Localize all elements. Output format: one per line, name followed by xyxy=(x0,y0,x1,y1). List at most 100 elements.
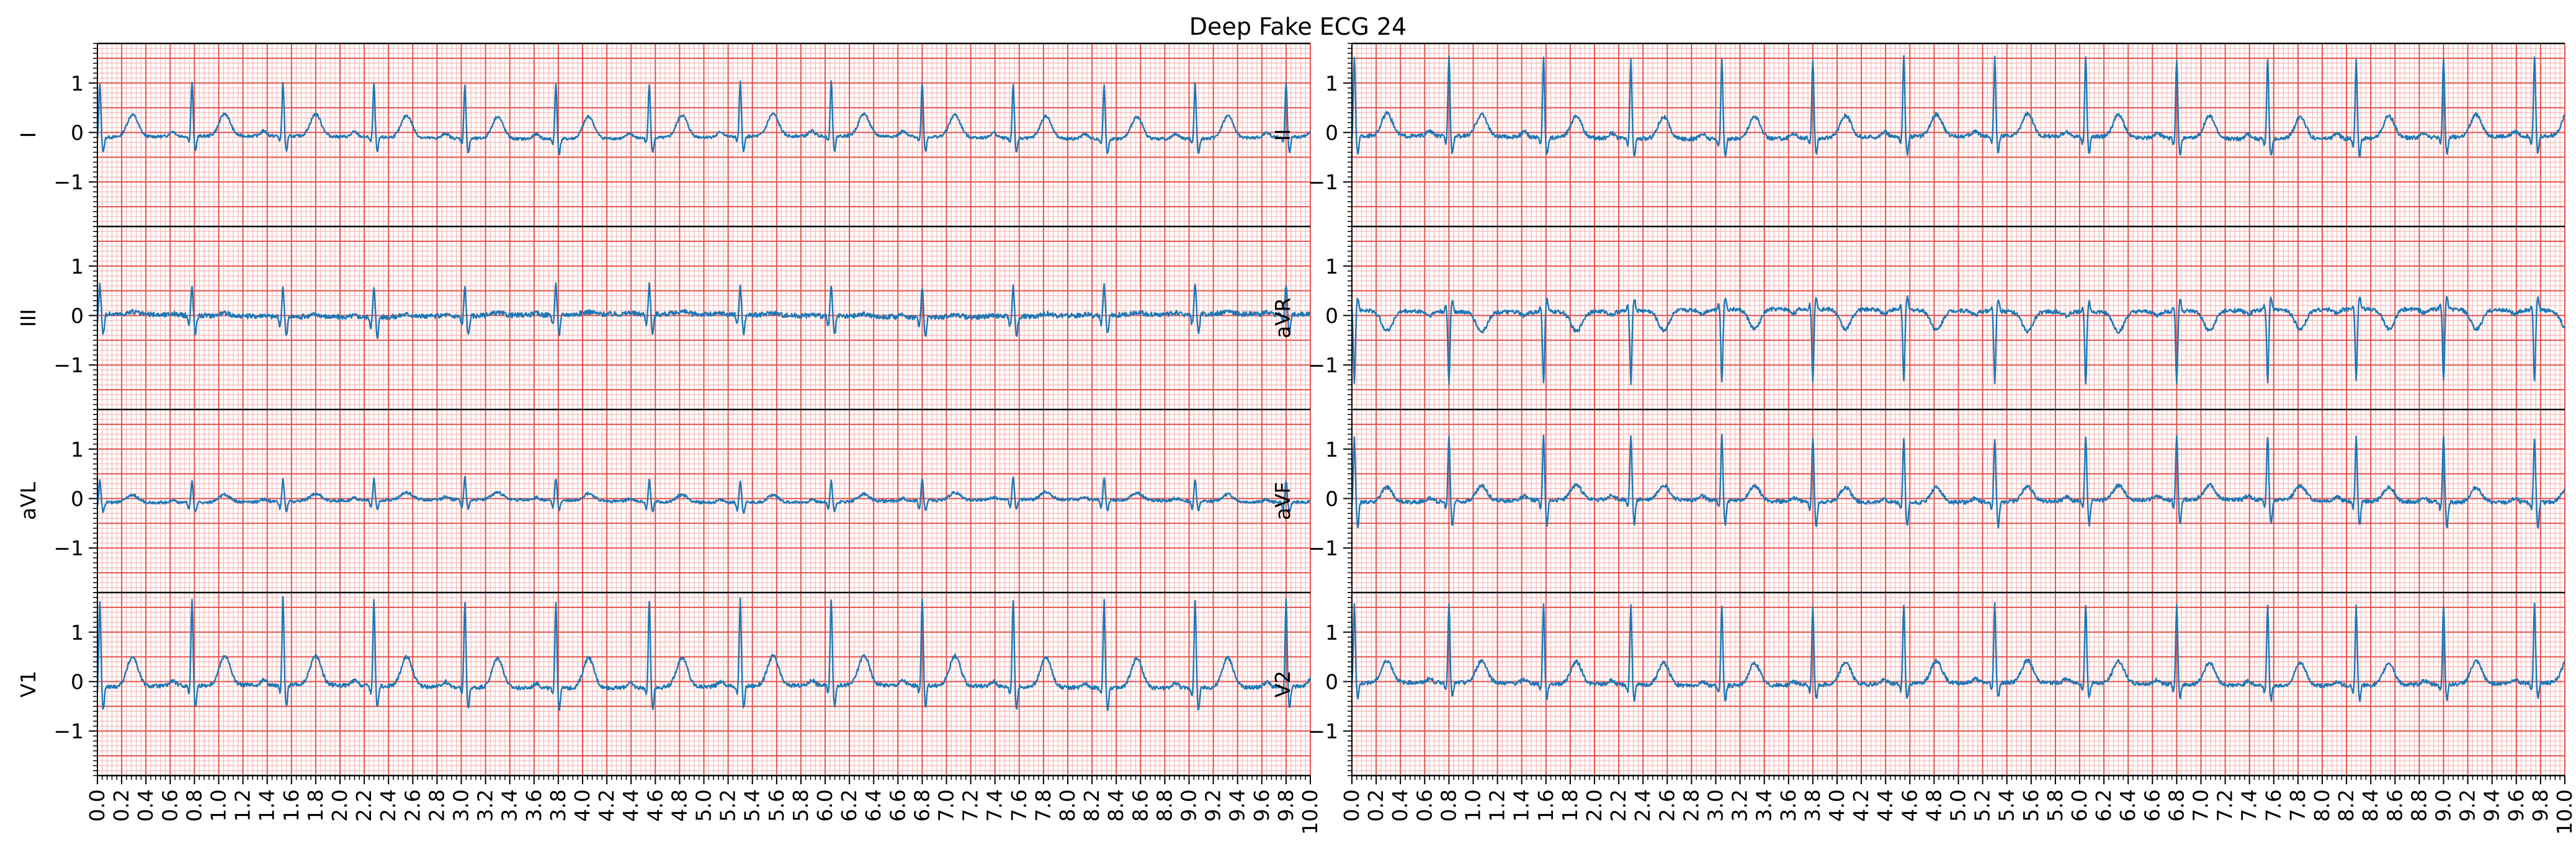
x-tick-label: 0.4 xyxy=(1388,789,1412,821)
ecg-trace-aVL xyxy=(96,475,1311,514)
x-tick-label: 6.4 xyxy=(861,789,885,821)
x-tick-label: 9.2 xyxy=(1201,789,1225,821)
y-tick-label: 0 xyxy=(1325,304,1338,328)
x-tick-label: 5.8 xyxy=(2043,789,2067,821)
y-tick-label: −1 xyxy=(1308,170,1338,194)
x-tick-label: 3.2 xyxy=(1728,789,1752,821)
x-tick-label: 5.2 xyxy=(1970,789,1995,821)
x-tick-label: 5.6 xyxy=(2019,789,2043,821)
x-tick-label: 1.6 xyxy=(279,789,303,821)
x-tick-label: 2.4 xyxy=(1630,789,1655,821)
y-tick-label: −1 xyxy=(53,353,84,377)
y-tick-label: 1 xyxy=(71,71,84,96)
x-tick-label: 10.0 xyxy=(1298,789,1322,835)
y-tick-label: 0 xyxy=(71,304,84,328)
x-tick-label: 4.8 xyxy=(1921,789,1946,821)
x-tick-label: 1.8 xyxy=(1558,789,1582,821)
x-tick-label: 8.0 xyxy=(2310,789,2334,821)
x-tick-label: 7.2 xyxy=(959,789,983,821)
x-tick-label: 5.0 xyxy=(1946,789,1970,821)
x-tick-label: 4.4 xyxy=(1873,789,1897,821)
x-tick-label: 0.4 xyxy=(133,789,158,821)
x-tick-label: 3.0 xyxy=(449,789,473,821)
x-tick-label: 9.2 xyxy=(2456,789,2480,821)
y-tick-label: 1 xyxy=(1325,620,1338,645)
y-tick-label: −1 xyxy=(1308,536,1338,560)
lead-label-I: I xyxy=(16,132,40,138)
x-tick-label: 3.0 xyxy=(1704,789,1728,821)
y-tick-label: 0 xyxy=(71,121,84,145)
x-tick-label: 2.0 xyxy=(1582,789,1606,821)
x-tick-label: 6.2 xyxy=(2091,789,2116,821)
x-tick-label: 2.8 xyxy=(1679,789,1703,821)
x-tick-label: 1.2 xyxy=(1485,789,1509,821)
x-tick-label: 6.0 xyxy=(813,789,837,821)
x-tick-label: 8.6 xyxy=(2382,789,2407,821)
x-tick-label: 7.2 xyxy=(2213,789,2237,821)
lead-panel-V2: −1 0 1 V2 xyxy=(1271,591,2565,776)
lead-panel-V1: −1 0 1 V1 xyxy=(16,591,1312,776)
y-tick-label: −1 xyxy=(53,170,84,194)
ecg-trace-V1 xyxy=(96,596,1312,712)
ecg-trace-aVR xyxy=(1351,295,2565,385)
lead-label-II: II xyxy=(1271,129,1295,141)
x-tick-label: 3.8 xyxy=(1800,789,1825,821)
x-tick-label: 8.2 xyxy=(1080,789,1104,821)
x-tick-label: 0.0 xyxy=(1339,789,1364,821)
x-tick-label: 10.0 xyxy=(2552,789,2576,835)
ecg-trace-V2 xyxy=(1351,602,2565,702)
y-tick-label: −1 xyxy=(53,719,84,743)
x-tick-label: 6.0 xyxy=(2067,789,2091,821)
x-tick-label: 6.8 xyxy=(2164,789,2188,821)
ecg-trace-I xyxy=(96,80,1312,156)
x-tick-label: 4.8 xyxy=(667,789,691,821)
y-tick-label: −1 xyxy=(1308,719,1338,743)
x-tick-label: 9.0 xyxy=(1177,789,1201,821)
x-tick-label: 7.0 xyxy=(934,789,959,821)
x-tick-label: 1.0 xyxy=(1461,789,1485,821)
x-tick-label: 7.6 xyxy=(1007,789,1031,821)
lead-panel-II: −1 0 1 II xyxy=(1271,42,2565,227)
x-tick-label: 5.8 xyxy=(789,789,813,821)
x-tick-label: 9.4 xyxy=(2480,789,2504,821)
x-tick-label: 7.0 xyxy=(2189,789,2213,821)
x-tick-label: 1.2 xyxy=(231,789,255,821)
x-tick-label: 6.4 xyxy=(2116,789,2140,821)
x-tick-label: 0.2 xyxy=(1364,789,1388,821)
x-tick-label: 8.8 xyxy=(2407,789,2431,821)
x-axis-col-0: 0.0 0.2 0.4 0.6 0.8 1.0 1.2 1.4 1.6 1.8 2.0 2.2 2.4 2… xyxy=(85,774,1322,835)
x-tick-label: 2.0 xyxy=(328,789,352,821)
x-tick-label: 4.6 xyxy=(643,789,667,821)
x-tick-label: 3.6 xyxy=(522,789,546,821)
x-tick-label: 8.2 xyxy=(2334,789,2358,821)
x-tick-label: 4.6 xyxy=(1897,789,1921,821)
y-tick-label: 0 xyxy=(1325,487,1338,511)
x-tick-label: 8.0 xyxy=(1055,789,1080,821)
x-tick-label: 4.2 xyxy=(594,789,619,821)
x-tick-label: 3.8 xyxy=(546,789,570,821)
x-tick-label: 6.6 xyxy=(2140,789,2164,821)
lead-panel-I: −1 0 1 I xyxy=(16,42,1312,227)
x-tick-label: 8.4 xyxy=(1104,789,1128,821)
x-tick-label: 2.8 xyxy=(424,789,449,821)
x-tick-label: 9.8 xyxy=(1274,789,1298,821)
y-tick-label: 1 xyxy=(1325,71,1338,96)
lead-label-aVR: aVR xyxy=(1271,298,1295,339)
x-tick-label: 5.4 xyxy=(740,789,764,821)
y-tick-label: 0 xyxy=(71,670,84,694)
lead-panel-aVF: −1 0 1 aVF xyxy=(1271,408,2566,593)
y-tick-label: 0 xyxy=(1325,121,1338,145)
x-tick-label: 7.8 xyxy=(1031,789,1055,821)
y-tick-label: 1 xyxy=(1325,254,1338,279)
x-tick-label: 0.6 xyxy=(158,789,182,821)
x-tick-label: 3.6 xyxy=(1776,789,1800,821)
lead-label-III: III xyxy=(16,309,40,327)
lead-panel-aVL: −1 0 1 aVL xyxy=(16,408,1311,593)
lead-panel-aVR: −1 0 1 aVR xyxy=(1271,225,2565,410)
x-tick-label: 6.2 xyxy=(837,789,861,821)
lead-label-V2: V2 xyxy=(1271,671,1295,698)
x-tick-label: 3.4 xyxy=(1752,789,1776,821)
x-tick-label: 7.4 xyxy=(2237,789,2261,821)
lead-panels: −101I−101II−101III−101aVR−101aVL−101aVF−… xyxy=(16,42,2576,835)
